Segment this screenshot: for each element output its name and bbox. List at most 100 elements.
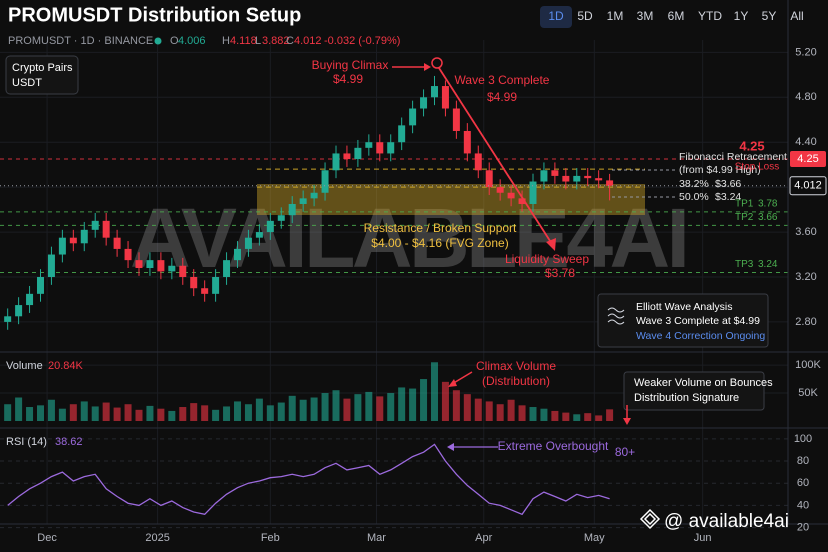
fib-price: $3.66 <box>715 178 741 190</box>
rsi-last: 38.62 <box>55 436 83 448</box>
ohlc-value: 3.882 <box>262 35 290 47</box>
candle-body <box>507 192 515 199</box>
candle-body <box>573 175 581 182</box>
annotation: $4.99 <box>333 72 363 86</box>
range-button[interactable]: All <box>790 9 803 23</box>
ohlc-value: 4.118 <box>230 35 257 47</box>
candle-body <box>244 237 252 249</box>
wave-icon <box>607 307 625 325</box>
volume-bar <box>91 406 99 421</box>
candle-body <box>4 316 12 322</box>
symbol: PROMUSDT · 1D · BINANCE <box>8 35 153 47</box>
volume-bar <box>212 409 220 421</box>
arrow-head <box>424 63 431 71</box>
range-active <box>540 6 572 28</box>
plot-layer <box>0 75 788 516</box>
volume-bar <box>430 362 438 421</box>
volume-bar <box>485 401 493 421</box>
climax-marker <box>431 57 443 69</box>
y-tick-label: 3.60 <box>795 226 816 238</box>
candle-body <box>146 260 154 269</box>
volume-bar <box>332 390 340 421</box>
volume-bar <box>584 413 592 421</box>
annotation: Resistance / Broken Support <box>364 221 517 235</box>
volume-bar <box>266 405 274 421</box>
volume-bar <box>80 401 88 421</box>
level-axis-value: 4.25 <box>797 153 818 165</box>
volume-tick-label: 100K <box>795 359 821 371</box>
range-button[interactable]: 1Y <box>734 9 749 23</box>
x-tick-label: Jun <box>694 532 712 544</box>
candle-body <box>266 220 274 233</box>
candle-body <box>299 198 307 204</box>
range-button[interactable]: 1D <box>548 9 564 23</box>
brand: @ available4ai <box>639 508 789 532</box>
candle-body <box>354 147 362 160</box>
candle-body <box>36 276 44 294</box>
y-tick-label: 2.80 <box>795 316 816 328</box>
annotation: Liquidity Sweep <box>505 252 589 266</box>
volume-bar <box>26 407 34 421</box>
level-name: TP3 <box>735 259 754 270</box>
y-tick-label: 4.80 <box>795 91 816 103</box>
candle-body <box>387 142 395 154</box>
volume-bar <box>474 398 482 421</box>
annotation: Weaker Volume on Bounces <box>634 377 773 389</box>
candle-body <box>157 260 165 272</box>
volume-bar <box>452 390 460 421</box>
volume-bar <box>420 379 428 421</box>
x-tick-label: Apr <box>475 532 492 544</box>
volume-bar <box>409 388 417 421</box>
arrow-head <box>623 418 631 425</box>
candle-body <box>288 203 296 216</box>
candle-body <box>420 97 428 109</box>
range-button[interactable]: 6M <box>668 9 685 23</box>
candle-body <box>474 153 482 171</box>
level-name: TP2 <box>735 212 754 223</box>
elliott-line: Wave 4 Correction Ongoing <box>636 330 765 342</box>
volume-bar <box>387 393 395 421</box>
candle-body <box>606 180 614 186</box>
volume-bar <box>244 404 252 421</box>
range-button[interactable]: 5D <box>577 9 593 23</box>
volume-bar <box>441 381 449 421</box>
volume-tick-label: 50K <box>798 387 818 399</box>
volume-bar <box>58 408 66 421</box>
rsi-label: RSI (14) <box>6 436 47 448</box>
volume-bar <box>540 408 548 421</box>
volume-bar <box>376 396 384 421</box>
annotation: Distribution Signature <box>634 392 739 404</box>
candle-body <box>441 86 449 109</box>
volume-bar <box>551 410 559 421</box>
pair-box <box>5 55 79 95</box>
volume-bar <box>255 398 263 421</box>
volume-bar <box>168 410 176 421</box>
title: PROMUSDT Distribution Setup <box>8 4 301 26</box>
candle-body <box>540 170 548 182</box>
annotation: Extreme Overbought <box>498 439 609 453</box>
last-price-box <box>789 176 827 196</box>
volume-bar <box>113 407 121 421</box>
volume-bar <box>606 409 614 421</box>
candle-body <box>398 125 406 143</box>
candle-body <box>15 305 23 317</box>
candle-body <box>102 220 110 238</box>
fib-level: 50.0% <box>679 191 709 203</box>
range-button[interactable]: 1M <box>607 9 624 23</box>
candle-body <box>485 170 493 188</box>
candle-body <box>135 260 143 269</box>
volume-bar <box>15 397 23 421</box>
candle-body <box>277 215 285 221</box>
annotation: Climax Volume <box>476 359 556 373</box>
candle-body <box>201 288 209 294</box>
volume-bar <box>47 399 55 421</box>
candle-body <box>562 175 570 182</box>
candle-body <box>551 170 559 176</box>
annotation: $3.78 <box>545 266 575 280</box>
range-button[interactable]: YTD <box>698 9 722 23</box>
candle-body <box>496 187 504 193</box>
candle-body <box>113 237 121 249</box>
arrow-head <box>546 238 556 251</box>
range-button[interactable]: 3M <box>637 9 654 23</box>
range-button[interactable]: 5Y <box>762 9 777 23</box>
